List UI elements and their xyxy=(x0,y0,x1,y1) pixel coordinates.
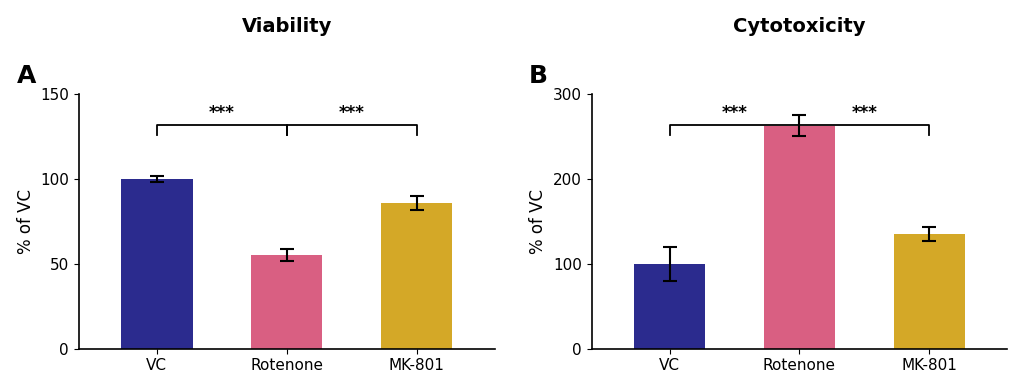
Title: Cytotoxicity: Cytotoxicity xyxy=(733,17,865,35)
Text: ***: *** xyxy=(722,104,748,122)
Text: ***: *** xyxy=(339,104,365,122)
Bar xyxy=(121,179,193,349)
Bar xyxy=(381,203,453,349)
Bar xyxy=(894,234,965,349)
Title: Viability: Viability xyxy=(242,17,332,35)
Text: B: B xyxy=(529,64,548,88)
Text: A: A xyxy=(16,64,36,88)
Bar xyxy=(251,255,323,349)
Text: ***: *** xyxy=(209,104,234,122)
Y-axis label: % of VC: % of VC xyxy=(529,189,547,254)
Y-axis label: % of VC: % of VC xyxy=(16,189,35,254)
Bar xyxy=(634,264,706,349)
Text: ***: *** xyxy=(852,104,878,122)
Bar xyxy=(764,126,836,349)
